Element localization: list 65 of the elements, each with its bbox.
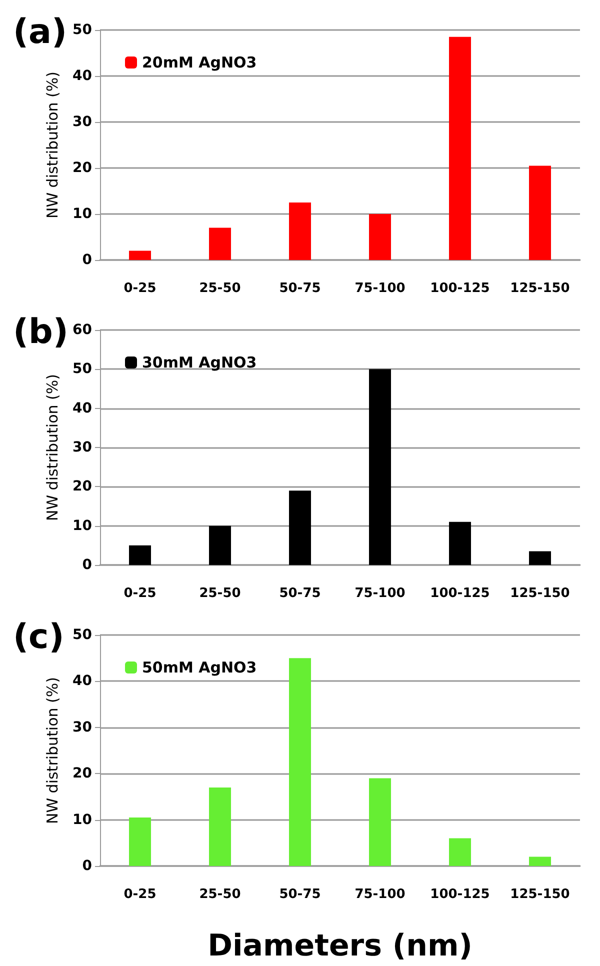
x-tick-label: 0-25 xyxy=(124,281,156,296)
bar xyxy=(449,522,471,565)
y-tick-label: 30 xyxy=(72,440,92,456)
y-tick-label: 10 xyxy=(72,518,92,534)
y-tick-label: 0 xyxy=(82,557,92,573)
y-tick-label: 50 xyxy=(72,361,92,378)
x-tick-label: 125-150 xyxy=(510,281,570,296)
bar xyxy=(209,228,231,260)
legend-label: 20mM AgNO3 xyxy=(142,54,257,72)
x-tick-label: 125-150 xyxy=(510,586,570,601)
bar xyxy=(369,369,391,565)
x-tick-label: 100-125 xyxy=(430,887,490,902)
y-tick-label: 20 xyxy=(72,160,92,176)
y-tick-label: 10 xyxy=(72,812,92,828)
x-tick-label: 0-25 xyxy=(124,887,156,902)
bar xyxy=(449,838,471,866)
legend-label: 30mM AgNO3 xyxy=(142,354,257,372)
x-tick-label: 125-150 xyxy=(510,887,570,902)
bar xyxy=(529,166,551,260)
y-tick-label: 20 xyxy=(72,478,92,495)
x-tick-label: 0-25 xyxy=(124,586,156,601)
chart-title: (a) xyxy=(13,12,68,52)
bar xyxy=(289,490,311,565)
y-tick-label: 20 xyxy=(72,766,92,782)
chart-title: (b) xyxy=(13,312,68,352)
x-tick-label: 100-125 xyxy=(430,281,490,296)
y-axis-title: NW distribution (%) xyxy=(44,71,62,219)
x-tick-label: 75-100 xyxy=(354,281,406,296)
bar xyxy=(209,526,231,565)
legend-label: 50mM AgNO3 xyxy=(142,658,257,676)
y-tick-label: 30 xyxy=(72,719,92,736)
y-axis-title: NW distribution (%) xyxy=(44,374,62,522)
bar xyxy=(369,214,391,260)
y-tick-label: 40 xyxy=(72,400,92,416)
bar xyxy=(129,817,151,866)
bar xyxy=(129,250,151,260)
bar xyxy=(289,202,311,260)
bar xyxy=(529,551,551,565)
bar xyxy=(369,778,391,866)
bar xyxy=(449,36,471,260)
y-tick-label: 0 xyxy=(82,252,92,268)
y-tick-label: 30 xyxy=(72,114,92,130)
y-tick-label: 50 xyxy=(72,22,92,38)
x-tick-label: 50-75 xyxy=(279,887,321,902)
y-tick-label: 60 xyxy=(72,322,92,338)
x-tick-label: 100-125 xyxy=(430,586,490,601)
x-tick-label: 25-50 xyxy=(199,281,241,296)
x-tick-label: 50-75 xyxy=(279,586,321,601)
y-tick-label: 50 xyxy=(72,627,92,643)
x-axis-title: Diameters (nm) xyxy=(208,928,472,964)
bar xyxy=(529,856,551,866)
bar xyxy=(289,658,311,866)
y-axis-title: NW distribution (%) xyxy=(44,676,62,824)
bar xyxy=(209,787,231,866)
x-tick-label: 75-100 xyxy=(354,586,406,601)
y-tick-label: 10 xyxy=(72,206,92,222)
y-tick-label: 0 xyxy=(82,858,92,874)
chart-title: (c) xyxy=(13,617,64,657)
y-tick-label: 40 xyxy=(72,673,92,690)
x-tick-label: 25-50 xyxy=(199,887,241,902)
x-tick-label: 75-100 xyxy=(354,887,406,902)
y-tick-label: 40 xyxy=(72,68,92,84)
x-tick-label: 25-50 xyxy=(199,586,241,601)
bar xyxy=(129,545,151,565)
x-tick-label: 50-75 xyxy=(279,281,321,296)
